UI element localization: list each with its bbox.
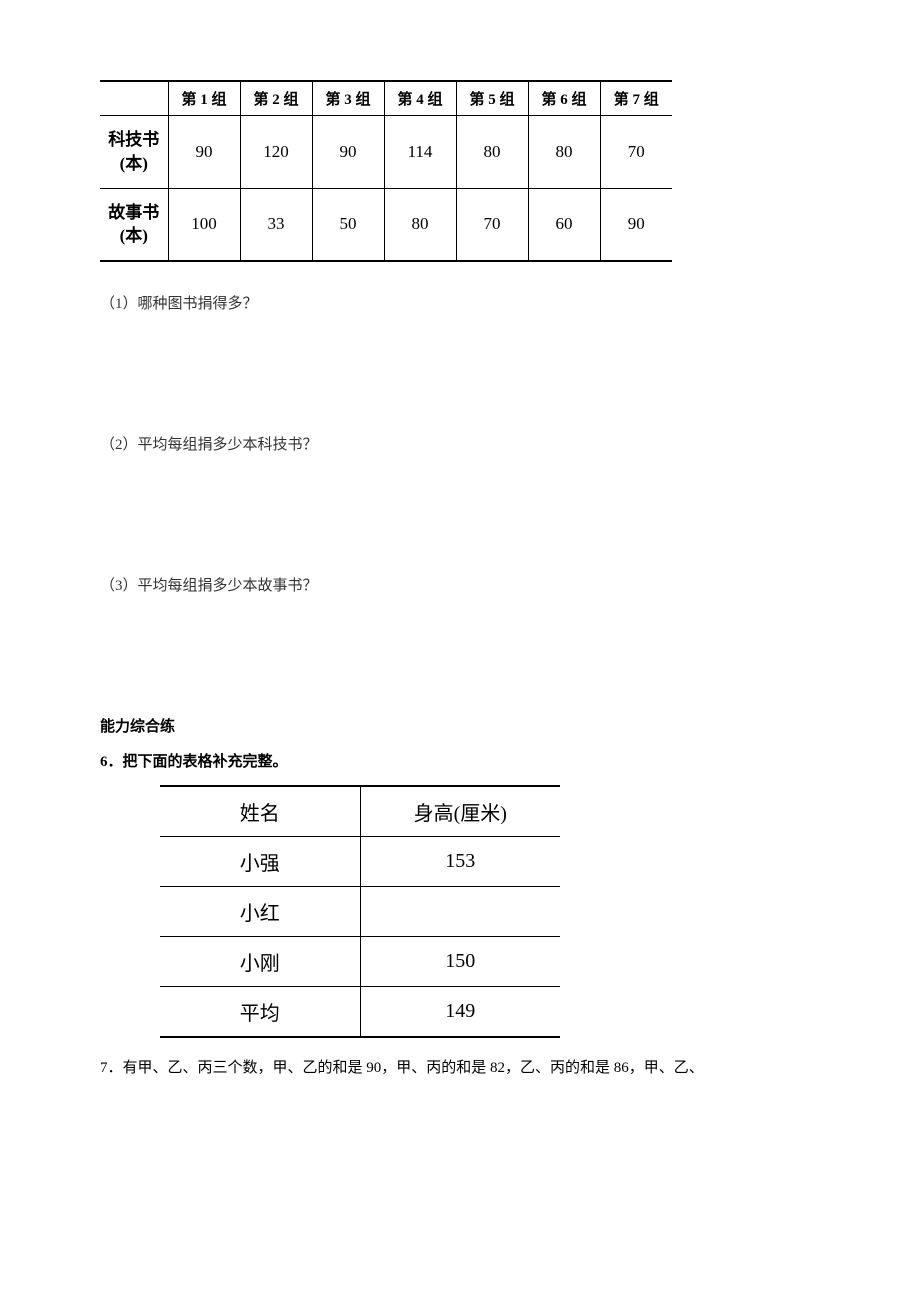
table2-header-height: 身高(厘米) [360,786,560,837]
table1-cell: 114 [384,116,456,189]
table2-row: 小刚 150 [160,937,560,987]
table1-cell: 80 [384,188,456,261]
table2-row: 小红 [160,887,560,937]
table2-cell-name: 小红 [160,887,360,937]
question-2: （2）平均每组捐多少本科技书？ [100,433,850,454]
table1-header-7: 第 7 组 [600,81,672,116]
table2-cell-name: 平均 [160,987,360,1038]
table1-row-label-science: 科技书 (本) [100,116,168,189]
question-3: （3）平均每组捐多少本故事书？ [100,574,850,595]
table1-cell: 70 [600,116,672,189]
item-7-text: 7．有甲、乙、丙三个数，甲、乙的和是 90，甲、丙的和是 82，乙、丙的和是 8… [100,1056,850,1077]
table1-header-1: 第 1 组 [168,81,240,116]
table2-row: 平均 149 [160,987,560,1038]
table1-header-empty [100,81,168,116]
table1-header-6: 第 6 组 [528,81,600,116]
table1-cell: 33 [240,188,312,261]
label-line2: (本) [120,226,148,245]
table1-cell: 90 [312,116,384,189]
table1-row-label-story: 故事书 (本) [100,188,168,261]
table1-cell: 80 [456,116,528,189]
table1-header-3: 第 3 组 [312,81,384,116]
table1-header-row: 第 1 组 第 2 组 第 3 组 第 4 组 第 5 组 第 6 组 第 7 … [100,81,672,116]
table1-cell: 90 [600,188,672,261]
table1-header-4: 第 4 组 [384,81,456,116]
table2-row: 小强 153 [160,837,560,887]
table2-height: 姓名 身高(厘米) 小强 153 小红 小刚 150 平均 149 [160,785,560,1038]
question-1: （1）哪种图书捐得多？ [100,292,850,313]
table2-cell-height: 150 [360,937,560,987]
table2-cell-name: 小刚 [160,937,360,987]
label-line1: 故事书 [108,203,159,222]
table1-cell: 90 [168,116,240,189]
table2-cell-height: 153 [360,837,560,887]
table2-header-row: 姓名 身高(厘米) [160,786,560,837]
label-line2: (本) [120,154,148,173]
section-title: 能力综合练 [100,715,850,736]
table1-cell: 70 [456,188,528,261]
donation-table: 第 1 组 第 2 组 第 3 组 第 4 组 第 5 组 第 6 组 第 7 … [70,80,850,262]
table1-cell: 80 [528,116,600,189]
table1-header-2: 第 2 组 [240,81,312,116]
table1-cell: 100 [168,188,240,261]
table2-cell-height [360,887,560,937]
table1-cell: 120 [240,116,312,189]
item-6-title: 6．把下面的表格补充完整。 [100,750,850,771]
table1-row-science: 科技书 (本) 90 120 90 114 80 80 70 [100,116,672,189]
table1: 第 1 组 第 2 组 第 3 组 第 4 组 第 5 组 第 6 组 第 7 … [100,80,672,262]
table1-cell: 60 [528,188,600,261]
table2-header-name: 姓名 [160,786,360,837]
table1-row-story: 故事书 (本) 100 33 50 80 70 60 90 [100,188,672,261]
table1-header-5: 第 5 组 [456,81,528,116]
table2-cell-name: 小强 [160,837,360,887]
table2-cell-height: 149 [360,987,560,1038]
label-line1: 科技书 [108,130,159,149]
table1-cell: 50 [312,188,384,261]
